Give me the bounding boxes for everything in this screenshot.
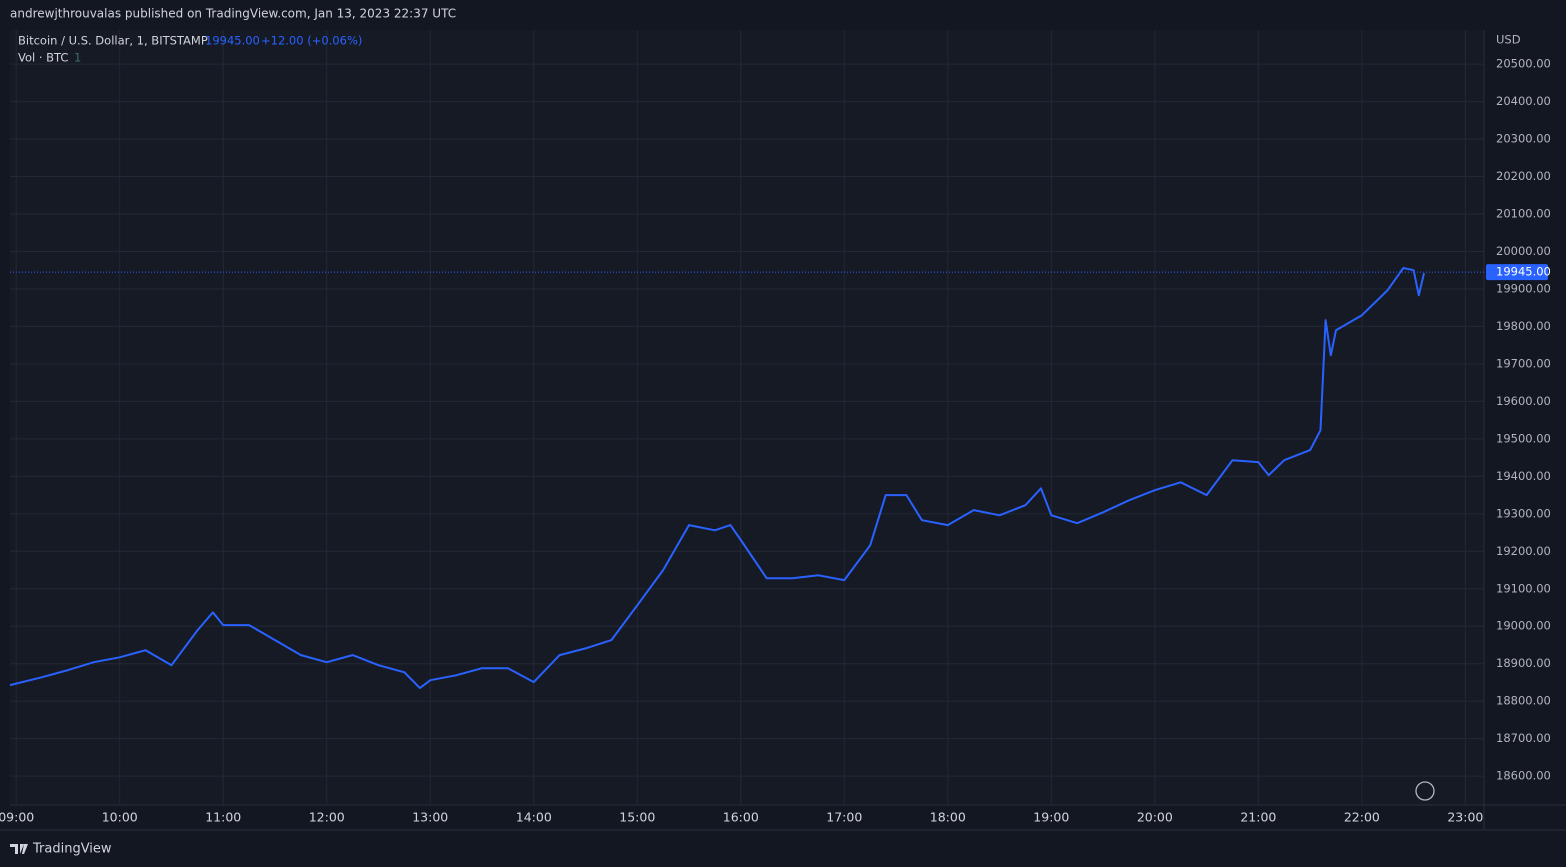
price-line <box>9 267 1425 690</box>
x-tick-label: 22:00 <box>1344 810 1380 825</box>
y-tick-label: 20300.00 <box>1496 132 1551 146</box>
symbol: Bitcoin / U.S. Dollar, 1, BITSTAMP <box>18 34 208 48</box>
y-tick-label: 19400.00 <box>1496 469 1551 483</box>
y-tick-label: 19600.00 <box>1496 394 1551 408</box>
x-tick-label: 15:00 <box>619 810 655 825</box>
brand-logo <box>10 844 28 854</box>
y-tick-label: 18900.00 <box>1496 656 1551 670</box>
plot <box>9 30 1484 805</box>
y-tick-label: 18700.00 <box>1496 731 1551 745</box>
y-tick-label: 19700.00 <box>1496 356 1551 370</box>
y-tick-label: 20400.00 <box>1496 94 1551 108</box>
y-tick-label: 19100.00 <box>1496 581 1551 595</box>
y-tick-label: 20500.00 <box>1496 57 1551 71</box>
price-axis <box>1484 30 1566 805</box>
x-tick-label: 10:00 <box>102 810 138 825</box>
x-tick-label: 20:00 <box>1137 810 1173 825</box>
y-unit: USD <box>1496 33 1521 47</box>
brand: TradingView <box>32 842 112 857</box>
x-tick-label: 18:00 <box>930 810 966 825</box>
y-tick-label: 19900.00 <box>1496 281 1551 295</box>
y-tick-label: 20200.00 <box>1496 169 1551 183</box>
x-tick-label: 12:00 <box>309 810 345 825</box>
x-tick-label: 14:00 <box>516 810 552 825</box>
legend-price: 19945.00 <box>205 34 260 48</box>
y-tick-label: 19500.00 <box>1496 431 1551 445</box>
y-tick-label: 19200.00 <box>1496 544 1551 558</box>
x-tick-label: 17:00 <box>826 810 862 825</box>
x-tick-label: 23:00 <box>1447 810 1483 825</box>
plot-area <box>10 30 1484 805</box>
volume-legend-value: 1 <box>74 51 81 65</box>
header-text: andrewjthrouvalas published on TradingVi… <box>10 7 456 21</box>
x-tick-label: 11:00 <box>205 810 241 825</box>
x-tick-label: 13:00 <box>412 810 448 825</box>
legend-change: +12.00 (+0.06%) <box>261 34 362 48</box>
x-tick-label: 21:00 <box>1240 810 1276 825</box>
y-tick-label: 20100.00 <box>1496 207 1551 221</box>
replay-icon[interactable] <box>1415 781 1435 801</box>
y-tick-label: 19300.00 <box>1496 506 1551 520</box>
y-tick-label: 18800.00 <box>1496 694 1551 708</box>
x-tick-label: 16:00 <box>723 810 759 825</box>
y-tick-label: 18600.00 <box>1496 769 1551 783</box>
y-tick-label: 20000.00 <box>1496 244 1551 258</box>
y-tick-label: 19000.00 <box>1496 619 1551 633</box>
volume-legend: Vol · BTC <box>18 51 68 65</box>
last-price-label: 19945.00 <box>1496 265 1551 279</box>
last-price-box <box>1486 264 1548 281</box>
x-tick-label: 09:00 <box>0 810 34 825</box>
x-tick-label: 19:00 <box>1033 810 1069 825</box>
y-tick-label: 19800.00 <box>1496 319 1551 333</box>
